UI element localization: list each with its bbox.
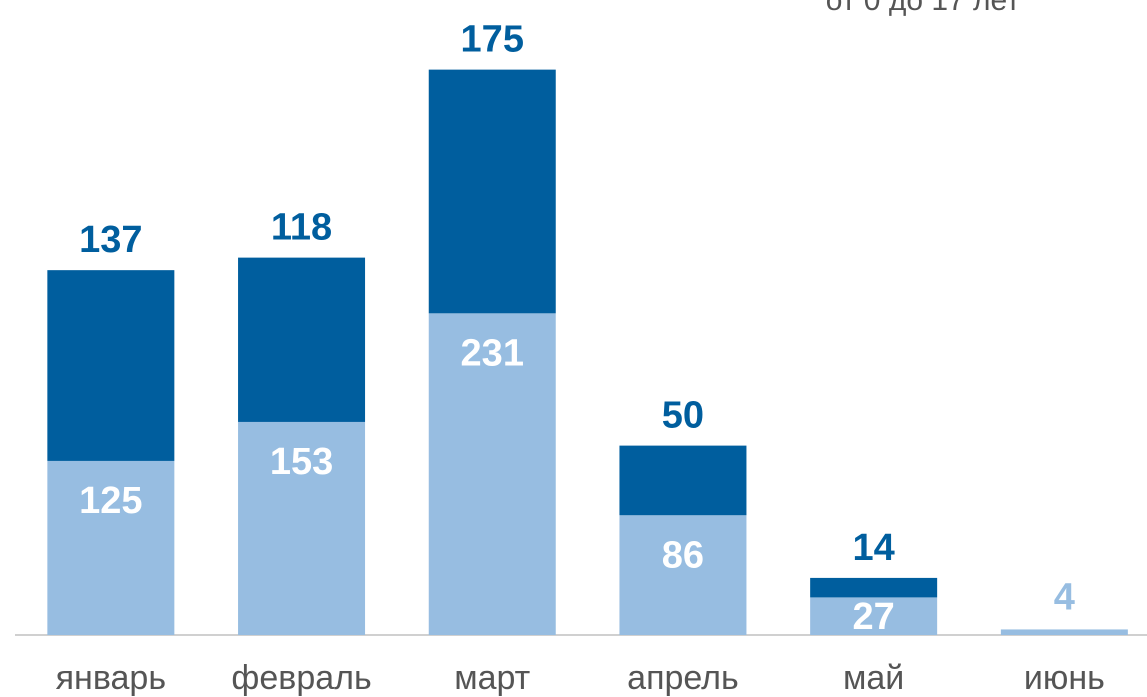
data-label: 86	[662, 534, 704, 576]
data-label: 50	[662, 395, 704, 437]
data-label: 125	[79, 480, 142, 522]
x-tick-label: январь	[56, 659, 166, 697]
data-label: 153	[270, 441, 333, 483]
x-tick-label: июнь	[1024, 659, 1105, 697]
bar-segment	[47, 460, 175, 635]
bar-segment	[810, 597, 938, 635]
data-label: 137	[79, 219, 142, 261]
data-label: 27	[853, 596, 895, 638]
data-label: 4	[1054, 576, 1075, 618]
bar-segment	[428, 313, 556, 635]
x-tick-label: апрель	[627, 659, 739, 697]
data-label: 118	[271, 207, 332, 249]
bar-segment	[47, 270, 175, 461]
data-label: 14	[853, 527, 895, 569]
bar-segment	[619, 445, 747, 516]
data-label: 175	[461, 19, 524, 61]
bar-segment	[428, 69, 556, 314]
x-tick-label: февраль	[231, 659, 371, 697]
annotation: от 0 до 17 лет	[826, 0, 1021, 17]
bar-segment	[1000, 629, 1128, 635]
bar-segment	[238, 257, 366, 422]
x-tick-label: май	[843, 659, 904, 697]
bar-segment	[238, 421, 366, 635]
bar-segment	[619, 515, 747, 635]
data-label: 231	[461, 332, 524, 374]
bar-segment	[810, 577, 938, 598]
x-tick-label: март	[454, 659, 530, 697]
